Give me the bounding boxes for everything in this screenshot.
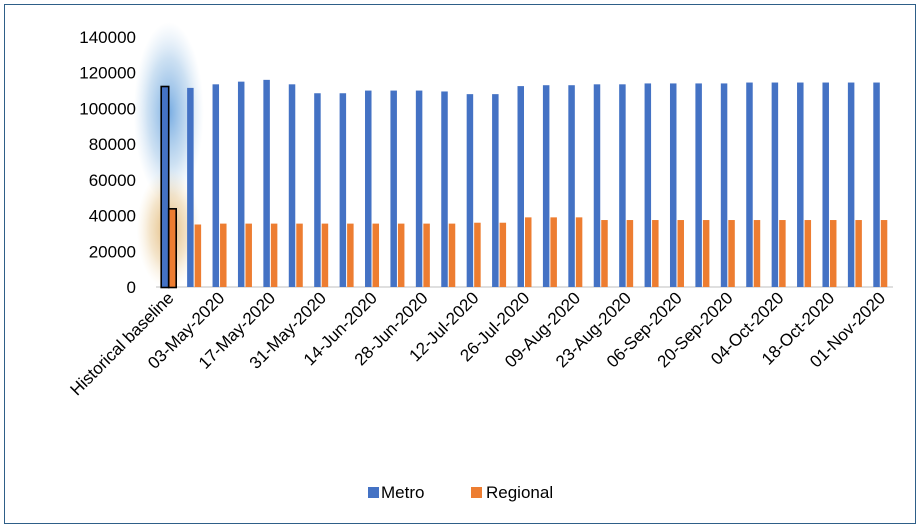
metro-bar xyxy=(873,82,880,288)
metro-bar xyxy=(161,87,169,287)
regional-bar xyxy=(397,223,405,287)
regional-bar xyxy=(550,217,557,287)
metro-bar xyxy=(288,84,296,287)
metro-bar xyxy=(720,83,728,287)
regional-baseline-outline xyxy=(167,208,178,289)
metro-bar xyxy=(365,90,372,287)
regional-bar xyxy=(321,223,329,287)
regional-bar xyxy=(626,220,634,287)
regional-bar xyxy=(296,223,303,287)
regional-bar xyxy=(753,220,761,287)
regional-bar xyxy=(829,220,837,287)
metro-bar xyxy=(237,81,245,288)
legend-metro-label: Metro xyxy=(381,483,424,502)
regional-bar xyxy=(880,220,888,287)
regional-bar xyxy=(855,220,862,287)
regional-bar xyxy=(194,224,202,287)
metro-bar xyxy=(542,85,550,287)
regional-bar xyxy=(601,220,608,287)
metro-bar xyxy=(212,84,220,287)
regional-bar xyxy=(779,220,786,287)
legend: Metro Regional xyxy=(368,483,553,502)
regional-bar xyxy=(499,222,507,287)
y-tick-label: 100000 xyxy=(79,99,136,118)
regional-bar xyxy=(677,220,684,287)
x-axis-tick-labels: Historical baseline03-May-202017-May-202… xyxy=(67,288,890,399)
legend-regional-swatch xyxy=(471,487,482,498)
metro-bar xyxy=(619,84,626,287)
regional-bar xyxy=(702,220,710,287)
metro-bar xyxy=(390,90,397,287)
metro-bar xyxy=(746,82,753,288)
y-tick-label: 0 xyxy=(127,278,136,297)
metro-bar xyxy=(415,90,423,287)
y-tick-label: 20000 xyxy=(89,242,136,261)
metro-bar xyxy=(568,85,575,287)
regional-bar xyxy=(652,220,659,287)
metro-bar xyxy=(441,91,448,287)
y-tick-label: 80000 xyxy=(89,135,136,154)
metro-bar xyxy=(517,86,524,287)
metro-bar xyxy=(847,82,855,288)
metro-bar xyxy=(669,83,677,287)
regional-bar xyxy=(575,217,583,287)
y-tick-label: 60000 xyxy=(89,171,136,190)
regional-bar xyxy=(474,222,481,287)
metro-bar xyxy=(822,82,829,288)
y-tick-label: 40000 xyxy=(89,207,136,226)
regional-bar xyxy=(804,220,812,287)
legend-metro-swatch xyxy=(368,487,379,498)
regional-bar xyxy=(270,223,278,287)
metro-bar xyxy=(263,79,270,287)
regional-bar xyxy=(448,223,456,287)
metro-bar xyxy=(593,84,601,287)
metro-bar xyxy=(314,93,321,287)
regional-bar xyxy=(372,223,380,287)
metro-baseline-outline xyxy=(160,85,170,289)
metro-bar xyxy=(644,83,652,287)
regional-bar xyxy=(423,223,430,287)
metro-bar xyxy=(695,83,702,287)
metro-bar xyxy=(187,87,194,288)
bar-series xyxy=(161,79,888,288)
regional-bar xyxy=(169,209,176,287)
metro-bar xyxy=(466,94,474,288)
regional-bar xyxy=(525,217,532,287)
baseline-highlight-boxes xyxy=(160,85,178,289)
metro-bar xyxy=(771,82,779,288)
legend-regional-label: Regional xyxy=(486,483,553,502)
y-axis-tick-labels: 0 20000 40000 60000 80000 100000 120000 140000 xyxy=(79,28,136,297)
metro-bar xyxy=(492,94,499,288)
metro-bar xyxy=(797,82,804,288)
regional-bar xyxy=(220,223,227,287)
regional-bar xyxy=(728,220,735,287)
y-tick-label: 140000 xyxy=(79,28,136,47)
y-tick-label: 120000 xyxy=(79,64,136,83)
regional-bar xyxy=(245,223,252,287)
regional-bar xyxy=(347,223,354,287)
metro-bar xyxy=(339,93,347,287)
